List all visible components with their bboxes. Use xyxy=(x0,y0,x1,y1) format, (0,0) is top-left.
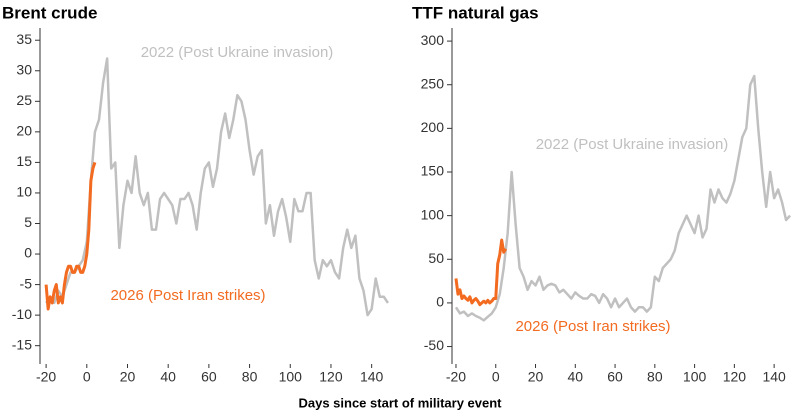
y-tick-label: 10 xyxy=(16,184,32,200)
y-tick-label: -50 xyxy=(424,337,444,353)
y-tick-label: 200 xyxy=(421,119,445,135)
line xyxy=(44,161,97,311)
annotation: 2026 (Post Iran strikes) xyxy=(515,318,670,335)
x-tick-label: 40 xyxy=(160,369,176,385)
line xyxy=(454,74,791,322)
y-tick-label: 15 xyxy=(16,153,32,169)
x-tick-label: 0 xyxy=(492,369,500,385)
annotation: 2022 (Post Ukraine invasion) xyxy=(536,136,729,153)
x-tick-label: 0 xyxy=(83,369,91,385)
x-tick-label: 60 xyxy=(201,369,217,385)
y-tick-label: 20 xyxy=(16,123,32,139)
y-tick-label: 0 xyxy=(24,245,32,261)
x-tick-label: -20 xyxy=(36,369,56,385)
y-tick-label: -15 xyxy=(12,336,32,352)
annotation: 2026 (Post Iran strikes) xyxy=(110,287,265,304)
line xyxy=(45,57,389,317)
y-tick-label: 0 xyxy=(436,294,444,310)
y-tick-label: 50 xyxy=(428,250,444,266)
y-tick-label: -10 xyxy=(12,306,32,322)
y-tick-label: 150 xyxy=(421,163,445,179)
y-tick-label: -5 xyxy=(20,275,33,291)
line xyxy=(454,238,507,307)
y-tick-label: 25 xyxy=(16,92,32,108)
x-tick-label: 20 xyxy=(528,369,544,385)
x-tick-label: 140 xyxy=(360,369,384,385)
x-tick-label: -20 xyxy=(446,369,466,385)
y-tick-label: 5 xyxy=(24,214,32,230)
y-tick-label: 250 xyxy=(421,75,445,91)
y-tick-label: 30 xyxy=(16,61,32,77)
x-tick-label: 100 xyxy=(683,369,707,385)
chart-title: TTF natural gas xyxy=(412,3,539,22)
x-tick-label: 40 xyxy=(567,369,583,385)
y-tick-label: 100 xyxy=(421,206,445,222)
annotation: 2022 (Post Ukraine invasion) xyxy=(141,44,334,61)
x-tick-label: 60 xyxy=(607,369,623,385)
x-tick-label: 80 xyxy=(242,369,258,385)
x-tick-label: 20 xyxy=(120,369,136,385)
x-tick-label: 120 xyxy=(319,369,343,385)
x-tick-label: 120 xyxy=(723,369,747,385)
y-tick-label: 35 xyxy=(16,31,32,47)
chart-title: Brent crude xyxy=(2,3,97,22)
y-tick-label: 300 xyxy=(421,32,445,48)
x-tick-label: 140 xyxy=(762,369,786,385)
x-tick-label: 80 xyxy=(647,369,663,385)
x-axis-label: Days since start of military event xyxy=(298,395,502,410)
x-tick-label: 100 xyxy=(279,369,303,385)
